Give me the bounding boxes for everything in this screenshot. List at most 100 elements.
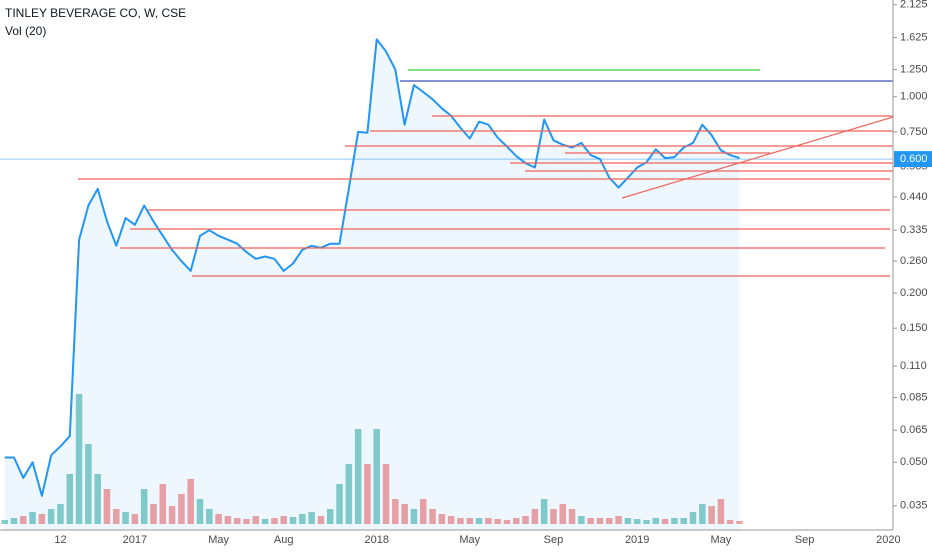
x-tick-label: May	[711, 534, 732, 546]
volume-bar	[224, 516, 232, 524]
volume-bar	[103, 489, 111, 524]
volume-bar	[159, 484, 167, 524]
volume-bar	[689, 512, 697, 524]
last-price-box	[894, 151, 932, 168]
volume-bar	[233, 518, 241, 524]
y-tick-label: 0.200	[900, 287, 928, 299]
y-tick-label: 1.250	[900, 63, 928, 75]
volume-bar	[280, 516, 287, 524]
volume-bar	[466, 518, 474, 524]
y-tick-label: 0.050	[900, 456, 928, 468]
volume-bar	[94, 474, 101, 524]
y-tick-label: 0.085	[900, 391, 928, 403]
volume-bar	[522, 516, 529, 524]
volume-bar	[75, 394, 83, 524]
volume-bar	[503, 520, 511, 524]
area-fill	[4, 39, 740, 531]
y-tick-label: 2.125	[900, 0, 928, 11]
axis-labels: 2.1251.6251.2501.0000.7500.5650.4400.335…	[54, 0, 932, 546]
last-price-label: 0.600	[900, 153, 928, 165]
volume-bar	[252, 516, 260, 524]
volume-bar	[299, 514, 306, 524]
y-tick-label: 1.625	[900, 31, 928, 43]
volume-bar	[671, 518, 678, 524]
volume-bar	[243, 519, 250, 524]
volume-bar	[10, 518, 18, 524]
volume-bar	[643, 520, 650, 524]
volume-bar	[540, 499, 548, 524]
y-tick-label: 0.750	[900, 126, 928, 138]
y-tick-label: 0.035	[900, 500, 928, 512]
volume-bar	[633, 519, 641, 524]
volume-bar	[615, 516, 622, 524]
volume-bar	[326, 509, 334, 524]
volume-bar	[494, 519, 501, 524]
volume-bar	[66, 474, 74, 524]
volume-bar	[122, 512, 129, 524]
volume-bar	[345, 464, 353, 524]
chart-title: TINLEY BEVERAGE CO, W, CSE	[5, 6, 186, 20]
volume-bar	[392, 499, 399, 524]
volume-bar	[150, 504, 157, 524]
volume-bar	[568, 509, 576, 524]
price-line	[4, 38, 740, 497]
y-tick-label: 0.150	[900, 322, 928, 334]
volume-bar	[1, 520, 8, 524]
y-tick-label: 0.440	[900, 191, 928, 203]
volume-bar	[196, 499, 204, 524]
volume-bar	[624, 518, 632, 524]
y-tick-label: 0.065	[900, 424, 928, 436]
volume-bar	[140, 489, 148, 524]
trend-line	[621, 116, 894, 199]
volume-bar	[317, 516, 325, 524]
volume-bar	[708, 506, 715, 524]
volume-bar	[429, 509, 436, 524]
volume-bar	[587, 518, 594, 524]
volume-bar	[606, 518, 613, 524]
volume-bar	[113, 509, 120, 524]
volume-bar	[447, 516, 455, 524]
volume-bar	[178, 494, 185, 524]
x-tick-label: 2018	[364, 534, 388, 546]
x-tick-label: 2019	[625, 534, 649, 546]
volume-bar	[168, 506, 176, 524]
volume-bar	[354, 429, 362, 524]
volume-bar	[726, 520, 734, 524]
x-tick-label: 2017	[123, 534, 147, 546]
x-tick-label: 2020	[876, 534, 900, 546]
volume-bar	[419, 499, 427, 524]
volume-bar	[261, 519, 269, 524]
x-tick-label: 12	[54, 534, 66, 546]
y-tick-label: 0.260	[900, 255, 928, 267]
volume-bar	[187, 479, 194, 524]
volume-bar	[438, 514, 446, 524]
volume-bar	[382, 464, 390, 524]
volume-bar	[364, 464, 371, 524]
volume-bar	[57, 504, 64, 524]
volume-bar	[308, 512, 315, 524]
volume-bar	[410, 509, 418, 524]
volume-pane	[1, 394, 743, 524]
volume-bar	[550, 509, 557, 524]
volume-bar	[289, 517, 297, 524]
volume-legend: Vol (20)	[5, 24, 46, 38]
volume-bar	[661, 519, 669, 524]
volume-bar	[475, 518, 483, 524]
volume-bar	[373, 429, 380, 524]
volume-bar	[47, 509, 55, 524]
volume-bar	[29, 512, 36, 524]
drawings	[78, 69, 894, 277]
volume-bar	[401, 504, 408, 524]
volume-bar	[596, 518, 604, 524]
y-tick-label: 0.110	[900, 360, 927, 372]
volume-bar	[19, 516, 27, 524]
volume-bar	[38, 514, 46, 524]
x-tick-label: May	[208, 534, 229, 546]
volume-bar	[652, 518, 660, 524]
volume-bar	[513, 518, 520, 524]
x-tick-label: May	[459, 534, 480, 546]
volume-bar	[457, 518, 464, 524]
